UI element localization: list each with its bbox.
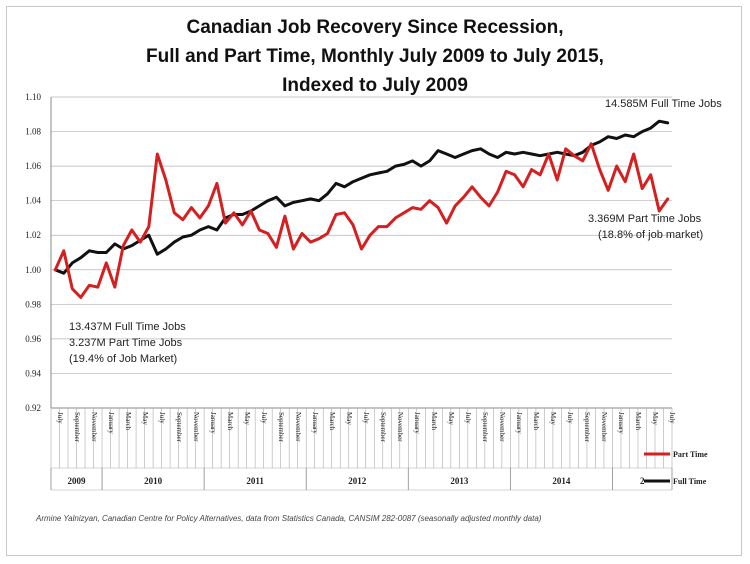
x-tick-label: March [328,412,336,431]
x-axis-table: July September November January March May July… [50,408,676,491]
x-tick-label: March [124,412,132,431]
x-tick-label: September [379,412,387,443]
x-tick-label: July [464,412,472,424]
x-year-label: 2011 [246,476,264,486]
series-lines [53,119,670,299]
x-tick-label: September [583,412,591,443]
x-tick-label: July [56,412,64,424]
x-tick-label: March [430,412,438,431]
x-tick-label: May [549,412,557,425]
x-tick-label: November [396,412,404,442]
annotation-start-2: 3.237M Part Time Jobs [69,337,183,349]
x-tick-label: July [260,412,268,424]
x-tick-label: September [481,412,489,443]
legend-label-part-time: Part Time [673,450,708,459]
legend: Part Time Full Time [644,450,708,486]
y-tick-label: 0.98 [25,299,41,309]
x-tick-label: January [413,412,421,434]
x-tick-label: November [294,412,302,442]
x-tick-label: July [158,412,166,424]
x-tick-label: May [447,412,455,425]
axes [50,97,672,409]
x-tick-label: September [277,412,285,443]
x-tick-label: September [73,412,81,443]
annotation-end-full: 14.585M Full Time Jobs [605,98,722,110]
annotation-start-1: 13.437M Full Time Jobs [69,321,186,333]
x-tick-label: March [532,412,540,431]
y-tick-label: 1.10 [25,92,41,102]
x-tick-label: January [311,412,319,434]
x-year-label: 2010 [144,476,163,486]
x-tick-label: July [566,412,574,424]
annotation-end-part-1: 3.369M Part Time Jobs [588,213,702,225]
y-tick-label: 1.06 [25,161,41,171]
x-tick-label: May [345,412,353,425]
y-tick-label: 1.04 [25,196,41,206]
x-tick-label: March [226,412,234,431]
x-year-label: 2012 [348,476,367,486]
y-tick-label: 0.94 [25,368,41,378]
legend-label-full-time: Full Time [673,477,707,486]
y-tick-label: 1.08 [25,127,41,137]
x-tick-label: July [362,412,370,424]
x-tick-label: May [243,412,251,425]
title-line-2: Full and Part Time, Monthly July 2009 to… [146,46,604,67]
x-tick-label: May [651,412,659,425]
x-tick-label: May [141,412,149,425]
x-tick-label: January [515,412,523,434]
y-tick-label: 1.02 [25,230,41,240]
x-tick-label: January [617,412,625,434]
annotations: 14.585M Full Time Jobs 3.369M Part Time … [69,98,722,365]
x-year-label: 2009 [68,476,87,486]
title-line-3: Indexed to July 2009 [282,75,468,96]
x-year-label: 2014 [552,476,571,486]
chart-frame [6,6,742,556]
x-year-label: 2 [640,476,645,486]
x-tick-label: November [90,412,98,442]
x-tick-label: November [192,412,200,442]
title-line-1: Canadian Job Recovery Since Recession, [187,17,564,38]
x-tick-label: November [498,412,506,442]
y-tick-label: 0.92 [25,403,41,413]
x-tick-label: March [634,412,642,431]
y-axis-ticks: 1.10 1.08 1.06 1.04 1.02 1.00 0.98 0.96 0.94 0.92 [25,92,41,413]
x-tick-label: November [600,412,608,442]
x-tick-label: September [175,412,183,443]
source-note: Armine Yalnizyan, Canadian Centre for Po… [35,514,542,523]
x-year-label: 2013 [450,476,469,486]
y-tick-label: 0.96 [25,334,41,344]
chart-title: Canadian Job Recovery Since Recession, F… [146,17,604,96]
annotation-start-3: (19.4% of Job Market) [69,353,177,365]
x-tick-label: January [209,412,217,434]
x-tick-label: January [107,412,115,434]
y-tick-label: 1.00 [25,265,41,275]
x-tick-label: July [668,412,676,424]
series-line-part-time [53,142,670,299]
annotation-end-part-2: (18.8% of job market) [598,229,703,241]
